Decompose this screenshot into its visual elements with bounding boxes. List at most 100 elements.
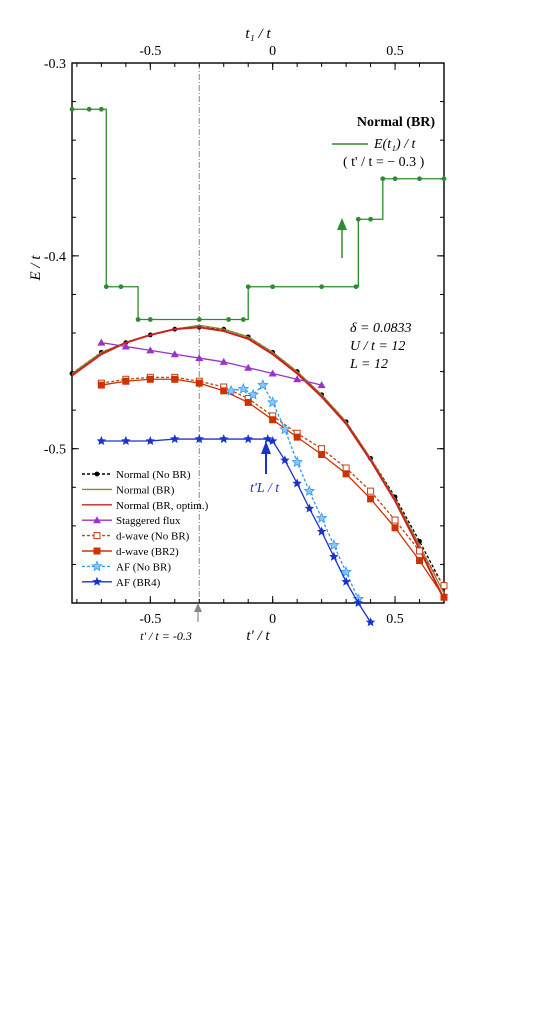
param-delta: δ = 0.0833 — [350, 321, 411, 336]
data-point — [93, 516, 101, 524]
data-point — [318, 451, 326, 458]
data-point — [244, 398, 252, 406]
data-point — [315, 512, 328, 524]
data-point — [416, 557, 424, 565]
data-point — [220, 387, 228, 395]
data-point — [328, 539, 340, 551]
data-point — [280, 455, 290, 465]
data-point — [94, 471, 100, 477]
data-point — [342, 464, 350, 472]
data-point — [69, 106, 75, 112]
data-point — [247, 388, 259, 400]
data-point — [97, 381, 105, 389]
series-3 — [97, 338, 326, 389]
data-point — [367, 487, 375, 495]
series-line — [101, 342, 322, 386]
y-axis-title: E / t — [28, 255, 44, 282]
data-point — [318, 445, 326, 453]
data-point — [219, 434, 229, 444]
data-point — [196, 317, 202, 322]
data-point — [293, 375, 302, 383]
series-line — [71, 326, 445, 600]
data-point — [293, 433, 301, 441]
data-point — [240, 317, 246, 322]
top-tick-label: 0.5 — [386, 44, 404, 59]
legend-label: Normal (No BR) — [116, 469, 191, 481]
data-point — [270, 284, 276, 290]
x-tick-label: 0 — [269, 612, 276, 627]
data-point — [291, 456, 303, 468]
data-point — [440, 593, 448, 601]
data-point — [267, 436, 278, 445]
data-point — [86, 106, 92, 112]
data-point — [93, 532, 101, 540]
data-point — [194, 434, 204, 444]
data-point — [98, 106, 104, 112]
data-point — [170, 434, 180, 444]
inset-line-label: E(t₁) / t — [373, 137, 417, 152]
y-tick-label: -0.3 — [44, 57, 66, 72]
data-point — [268, 369, 277, 377]
data-point — [279, 423, 291, 435]
data-point — [96, 436, 107, 445]
series-7 — [96, 434, 376, 627]
data-point — [353, 284, 359, 290]
x-axis-title: t' / t — [246, 628, 270, 644]
top-axis-title: t₁ / t — [245, 26, 271, 42]
param-L: L = 12 — [349, 357, 388, 372]
data-point — [317, 381, 326, 389]
data-point — [195, 379, 203, 387]
data-point — [237, 382, 250, 394]
legend: Normal (No BR) Normal (BR) Normal (BR, opt… — [82, 469, 209, 589]
data-point — [92, 576, 102, 586]
data-point — [244, 363, 253, 371]
x-tick-label: 0.5 — [386, 612, 404, 627]
data-point — [355, 216, 361, 222]
legend-label: Normal (BR) — [116, 484, 175, 496]
data-point — [340, 566, 352, 578]
data-point — [341, 576, 351, 586]
series-5 — [97, 375, 448, 601]
inset-condition: ( t' / t = − 0.3 ) — [343, 155, 425, 170]
series-2 — [71, 326, 445, 600]
x-tick-label: -0.5 — [139, 612, 161, 627]
data-point — [391, 516, 399, 524]
data-point — [147, 317, 153, 322]
data-point — [269, 416, 277, 424]
data-point — [97, 338, 106, 346]
data-point — [417, 176, 422, 182]
data-point — [319, 284, 325, 290]
data-point — [441, 176, 447, 182]
series-8 — [69, 106, 447, 322]
data-point — [342, 470, 350, 478]
series-6 — [225, 379, 365, 605]
axis-ticks: -0.5 -0.5 0 0 0.5 0.5 -0.3 -0.4 -0.5 — [44, 44, 445, 627]
data-point — [122, 377, 130, 385]
tL-label: t'L / t — [250, 481, 280, 496]
bottom-marker-label: t' / t = -0.3 — [140, 629, 192, 643]
data-point — [316, 526, 327, 536]
data-point — [121, 342, 130, 350]
data-point — [368, 216, 373, 222]
data-point — [135, 317, 141, 322]
data-point — [365, 617, 376, 627]
legend-label: d-wave (BR2) — [116, 546, 179, 558]
legend-label: AF (No BR) — [116, 561, 171, 573]
data-point — [292, 478, 302, 488]
data-point — [266, 396, 279, 408]
data-point — [195, 354, 204, 362]
data-point — [121, 436, 131, 445]
top-tick-label: -0.5 — [139, 44, 161, 59]
data-point — [171, 375, 179, 383]
data-point — [303, 485, 316, 497]
bottom-marker-arrow-head — [194, 603, 202, 612]
y-tick-label: -0.5 — [44, 443, 66, 458]
data-point — [243, 434, 253, 444]
data-point — [416, 547, 424, 555]
data-point — [392, 176, 398, 182]
data-point — [103, 284, 109, 290]
data-point — [367, 495, 375, 503]
data-point — [170, 350, 179, 358]
y-tick-label: -0.4 — [44, 250, 66, 265]
